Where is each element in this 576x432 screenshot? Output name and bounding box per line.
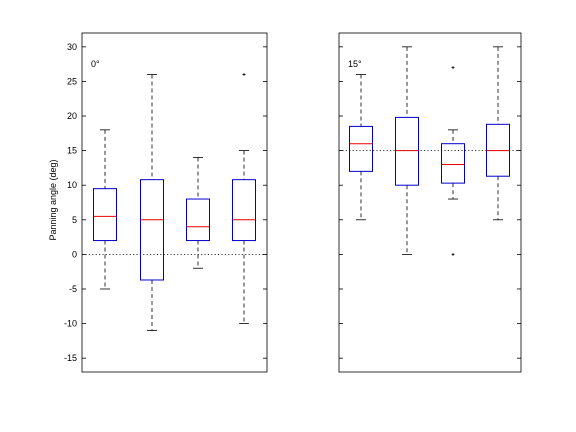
y-tick-label: 20 (67, 111, 77, 121)
box-group (186, 157, 210, 269)
y-tick-label: 15 (67, 146, 77, 156)
box-group (441, 66, 465, 256)
box-group (395, 46, 419, 255)
iqr-box (186, 198, 210, 242)
box-group (232, 73, 256, 324)
y-axis-label: Panning angle (deg) (48, 159, 58, 240)
y-tick-label: 0 (72, 249, 77, 259)
y-tick-label: -15 (64, 353, 77, 363)
y-tick-label: -10 (64, 319, 77, 329)
box-group (349, 74, 373, 221)
y-tick-label: 30 (67, 42, 77, 52)
iqr-box (441, 143, 465, 184)
panel-label: 0° (91, 59, 100, 69)
outlier-marker (451, 66, 455, 70)
box-group (486, 46, 510, 221)
box-group (93, 129, 117, 290)
y-tick-label: 25 (67, 76, 77, 86)
iqr-box (93, 188, 117, 242)
panel-0deg: -15 -10 -5 0 5 10 15 20 25 30 0° (64, 32, 268, 373)
y-tick-label: 5 (72, 215, 77, 225)
iqr-box (395, 116, 419, 186)
iqr-box (140, 179, 164, 281)
outlier-marker (451, 252, 455, 256)
y-tick-label: 10 (67, 180, 77, 190)
iqr-box (232, 179, 256, 242)
panel-15deg: 15° (338, 32, 522, 373)
box-group (140, 74, 164, 331)
panel-label: 15° (348, 59, 362, 69)
iqr-box (349, 125, 373, 172)
outlier-marker (242, 73, 246, 77)
axes-frame (81, 32, 268, 373)
axes-frame (338, 32, 522, 373)
y-tick-label: -5 (69, 284, 77, 294)
